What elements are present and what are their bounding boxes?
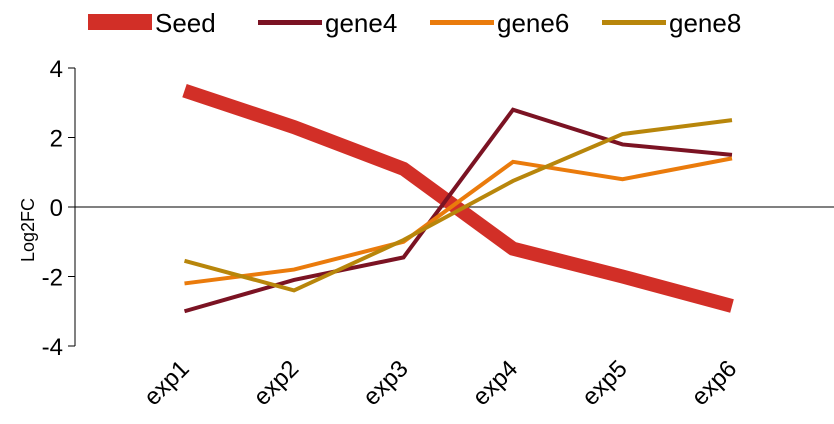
y-tick-label: 4 [50,56,63,83]
legend-label: gene6 [497,8,569,38]
x-tick-label: exp5 [577,355,633,411]
legend-swatch [88,14,152,30]
series-line-gene8 [183,118,733,293]
y-tick-label: 0 [50,195,63,222]
legend-swatch [430,20,494,25]
x-axis: exp1 exp2 exp3 exp4 exp5 exp6 [139,355,742,411]
x-tick-label: exp2 [248,355,304,411]
y-tick-label: -4 [42,334,63,361]
x-tick-label: exp3 [358,355,414,411]
y-tick-label: -2 [42,265,63,292]
x-tick-label: exp4 [467,355,523,411]
series-line-gene6 [184,156,733,286]
legend-item-gene8: gene8 [602,8,741,38]
legend-swatch [602,20,666,25]
legend-label: Seed [155,8,216,38]
series-lines [182,83,734,314]
y-axis-title: Log2FC [18,198,38,262]
legend-item-gene6: gene6 [430,8,569,38]
legend-swatch [258,20,322,25]
y-tick-label: 2 [50,126,63,153]
x-tick-label: exp1 [139,355,195,411]
legend-label: gene4 [325,8,397,38]
legend-item-gene4: gene4 [258,8,397,38]
legend: Seed gene4 gene6 gene8 [88,8,741,38]
legend-label: gene8 [669,8,741,38]
x-tick-label: exp6 [686,355,742,411]
legend-item-seed: Seed [88,8,216,38]
